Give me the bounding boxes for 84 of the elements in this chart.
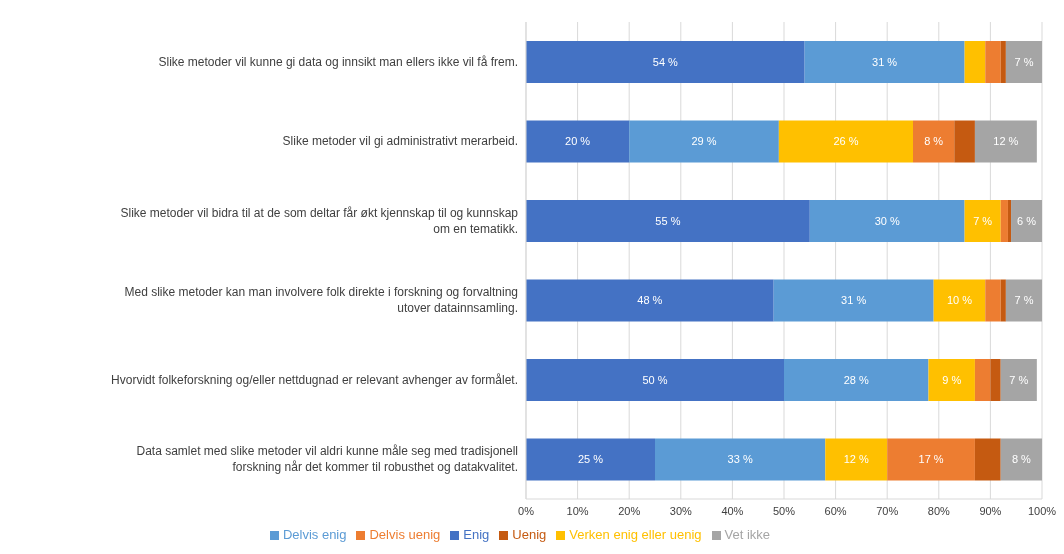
x-tick-label: 100% bbox=[1027, 504, 1057, 517]
x-tick-label: 30% bbox=[669, 504, 693, 517]
x-tick-label: 50% bbox=[772, 504, 796, 517]
y-tick-label: Slike metoder vil kunne gi data og innsikt man ellers ikke vil få frem. bbox=[158, 54, 518, 69]
legend-label: Enig bbox=[463, 527, 490, 542]
data-label: 31 % bbox=[872, 55, 898, 68]
bar bbox=[964, 200, 1001, 242]
bar bbox=[526, 438, 655, 481]
bar bbox=[825, 438, 888, 481]
data-label: 8 % bbox=[924, 135, 944, 148]
data-label: 29 % bbox=[691, 135, 717, 148]
x-tick-label: 70% bbox=[876, 504, 899, 517]
bar bbox=[804, 41, 965, 83]
bar bbox=[974, 359, 991, 401]
y-tick-label: Med slike metoder kan man involvere folk direkte i forskning og forvaltning utover datainnsamling. bbox=[124, 285, 518, 316]
x-tick-label: 10% bbox=[566, 504, 589, 517]
data-label: 55 % bbox=[655, 214, 681, 227]
legend-label: Delvis uenig bbox=[369, 527, 441, 542]
bar bbox=[526, 200, 810, 242]
legend-label: Verken enig eller uenig bbox=[569, 527, 702, 542]
data-label: 33 % bbox=[727, 453, 753, 466]
bar bbox=[964, 41, 986, 83]
data-label: 10 % bbox=[946, 294, 973, 307]
y-tick-label: Slike metoder vil gi administrativt merarbeid. bbox=[282, 134, 518, 149]
data-label: 8 % bbox=[1011, 453, 1032, 466]
data-label: 7 % bbox=[1014, 294, 1034, 307]
x-tick-label: 90% bbox=[979, 504, 1002, 517]
bar bbox=[933, 279, 986, 322]
bar bbox=[1005, 279, 1042, 322]
bar bbox=[1011, 200, 1042, 242]
bar bbox=[954, 120, 975, 163]
bar bbox=[655, 438, 826, 481]
y-tick-label: Hvorvidt folkeforskning og/eller nettdugnad er relevant avhenger av formålet. bbox=[111, 372, 518, 387]
bar bbox=[990, 359, 1001, 401]
bar bbox=[778, 120, 913, 163]
bar bbox=[985, 279, 1001, 322]
data-label: 25 % bbox=[577, 453, 604, 466]
data-label: 12 % bbox=[993, 135, 1019, 148]
data-label: 54 % bbox=[652, 55, 679, 68]
x-tick-label: 0% bbox=[518, 504, 535, 517]
bar bbox=[526, 120, 630, 163]
y-tick-label: Data samlet med slike metoder vil aldri kunne måle seg med tradisjonell forskning når det kommer til robusthet og datakvalitet. bbox=[136, 444, 518, 475]
bar bbox=[809, 200, 965, 242]
data-label: 20 % bbox=[565, 135, 591, 148]
bar bbox=[1000, 200, 1008, 242]
legend-label: Uenig bbox=[512, 527, 547, 542]
bar bbox=[526, 359, 784, 401]
bar bbox=[784, 359, 929, 401]
bar bbox=[1007, 200, 1012, 242]
x-tick-label: 60% bbox=[824, 504, 847, 517]
bar bbox=[913, 120, 955, 163]
bar bbox=[985, 41, 1001, 83]
bar bbox=[773, 279, 934, 322]
bar bbox=[1000, 438, 1042, 481]
data-label: 30 % bbox=[874, 214, 900, 227]
x-tick-label: 40% bbox=[721, 504, 744, 517]
data-label: 6 % bbox=[1017, 214, 1037, 227]
bar bbox=[928, 359, 975, 401]
bar bbox=[1000, 359, 1037, 401]
data-label: 28 % bbox=[843, 373, 869, 386]
legend-label: Vet ikke bbox=[724, 527, 771, 542]
bar bbox=[526, 279, 774, 322]
bar bbox=[1000, 41, 1006, 83]
data-label: 48 % bbox=[637, 294, 663, 307]
data-label: 7 % bbox=[1009, 373, 1029, 386]
data-label: 12 % bbox=[843, 453, 869, 466]
data-label: 7 % bbox=[973, 214, 993, 227]
data-label: 26 % bbox=[833, 135, 859, 148]
data-label: 31 % bbox=[841, 294, 867, 307]
bar bbox=[526, 41, 805, 83]
data-label: 50 % bbox=[642, 373, 668, 386]
x-tick-label: 20% bbox=[618, 504, 641, 517]
legend-label: Delvis enig bbox=[282, 527, 347, 542]
bar bbox=[629, 120, 779, 163]
y-tick-label: Slike metoder vil bidra til at de som deltar får økt kjennskap til og kunnskap om en tematikk. bbox=[120, 205, 519, 236]
data-label: 7 % bbox=[1014, 55, 1034, 68]
data-label: 17 % bbox=[918, 453, 944, 466]
bar bbox=[1000, 279, 1006, 322]
x-tick-label: 80% bbox=[927, 504, 951, 517]
bar bbox=[887, 438, 975, 481]
data-label: 9 % bbox=[942, 373, 962, 386]
bar bbox=[1005, 41, 1042, 83]
bar bbox=[974, 438, 1001, 481]
bar bbox=[974, 120, 1037, 163]
